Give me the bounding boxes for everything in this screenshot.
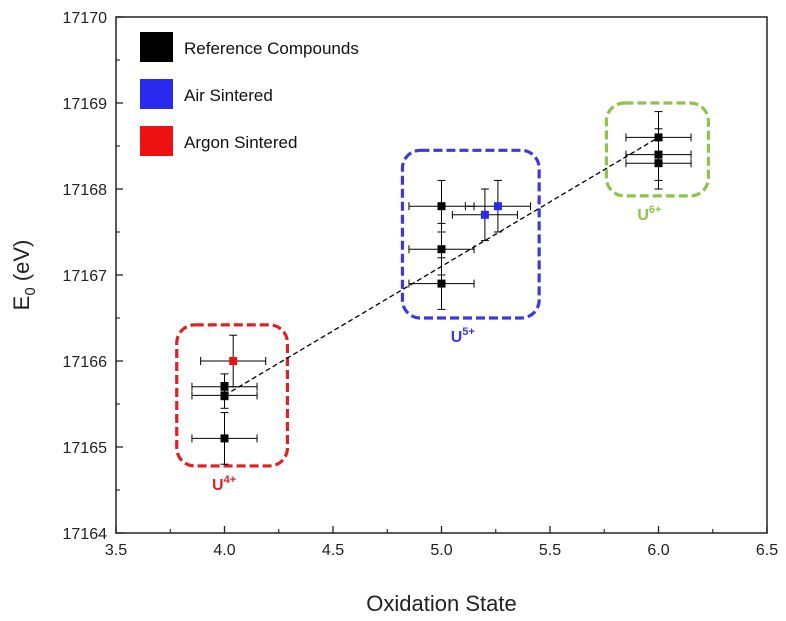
oxidation-group-boxes: U4+ U5+ U6+	[175, 101, 711, 494]
group-label-superscript: 6+	[649, 204, 662, 216]
point-marker	[229, 357, 238, 365]
data-point	[451, 188, 518, 242]
y-axis-title-subscript: 0	[22, 287, 39, 295]
data-point	[464, 179, 531, 233]
y-tick-label: 17164	[63, 526, 108, 543]
legend: Reference Compounds Air Sintered Argon Sin…	[140, 32, 359, 156]
group-label-superscript: 4+	[224, 474, 237, 486]
group-box-5plus	[400, 148, 541, 320]
point-marker	[437, 245, 446, 254]
legend-label: Reference Compounds	[184, 39, 359, 58]
group-label-5plus: U5+	[451, 326, 475, 346]
x-tick-label: 3.5	[105, 542, 127, 559]
group-box-6plus	[604, 101, 711, 198]
point-marker	[493, 202, 502, 211]
data-points-layer	[191, 111, 692, 465]
x-tick-label: 5.0	[430, 542, 452, 559]
y-axis-title: E0 (eV)	[9, 240, 39, 311]
y-tick-label: 17167	[63, 268, 108, 285]
y-tick-label: 17168	[63, 182, 108, 199]
y-axis-title-main: E	[9, 296, 34, 311]
y-axis-title-unit: (eV)	[9, 240, 34, 288]
legend-label: Argon Sintered	[184, 133, 297, 152]
legend-swatch	[140, 126, 173, 156]
x-tick-label: 6.0	[647, 542, 669, 559]
y-tick-label: 17166	[63, 354, 108, 371]
legend-swatch	[140, 32, 173, 62]
group-label-superscript: 5+	[462, 326, 475, 338]
y-tick-label: 17165	[63, 440, 108, 457]
y-tick-label: 17169	[63, 96, 108, 113]
x-axis-title: Oxidation State	[366, 591, 516, 616]
group-box-4plus	[175, 323, 290, 468]
point-marker	[220, 391, 229, 400]
axes: 3.5 4.0 4.5 5.0 5.5 6.0 6.5 17164 17165 17166 1716…	[9, 10, 778, 616]
point-marker	[437, 279, 446, 288]
point-marker	[480, 210, 489, 219]
data-point	[200, 334, 267, 388]
legend-swatch	[140, 79, 173, 109]
x-tick-label: 5.5	[539, 542, 561, 559]
x-tick-label: 4.5	[322, 542, 344, 559]
data-point	[191, 412, 258, 465]
point-marker	[220, 434, 229, 443]
point-marker	[437, 202, 446, 211]
legend-label: Air Sintered	[184, 86, 273, 105]
point-marker	[654, 159, 663, 168]
group-label-4plus: U4+	[212, 474, 236, 494]
y-tick-label: 17170	[63, 10, 108, 27]
x-tick-label: 4.0	[213, 542, 235, 559]
data-point	[191, 382, 258, 409]
data-point	[625, 136, 692, 190]
data-point	[408, 257, 475, 310]
group-label-6plus: U6+	[637, 204, 661, 224]
x-tick-label: 6.5	[756, 542, 778, 559]
